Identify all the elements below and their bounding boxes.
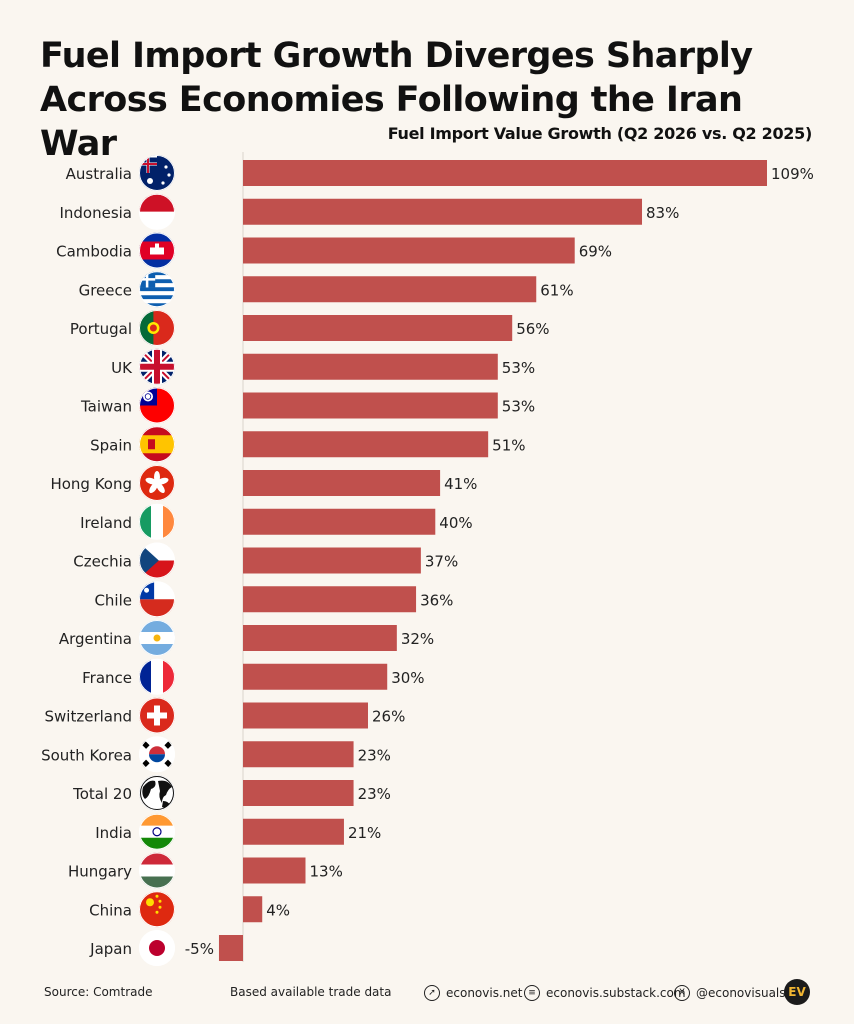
bar-czechia [243, 547, 421, 574]
value-label-portugal: 56% [516, 320, 549, 338]
bar-portugal [243, 315, 513, 341]
category-label-india: India [95, 824, 132, 842]
website-link[interactable]: ➚ econovis.net [424, 985, 522, 1001]
bar-argentina [243, 625, 397, 651]
south-korea-flag [139, 736, 175, 773]
category-label-switzerland: Switzerland [45, 708, 133, 726]
indonesia-flag [139, 193, 175, 230]
value-label-japan: -5% [185, 940, 214, 958]
category-label-indonesia: Indonesia [59, 204, 132, 222]
value-label-czechia: 37% [425, 553, 458, 571]
taiwan-flag [139, 387, 175, 424]
globe-icon [139, 775, 175, 811]
bar-chile [243, 586, 417, 613]
category-label-greece: Greece [79, 281, 132, 299]
x-icon: X [674, 985, 690, 1001]
bar-india [243, 818, 344, 845]
bar-hong-kong [243, 470, 441, 496]
category-label-uk: UK [111, 359, 133, 377]
cambodia-flag [139, 232, 175, 269]
category-label-south-korea: South Korea [41, 746, 132, 764]
value-label-chile: 36% [420, 591, 453, 609]
value-label-france: 30% [391, 669, 424, 687]
value-label-switzerland: 26% [372, 708, 405, 726]
ireland-flag [139, 503, 175, 540]
bar-japan [218, 935, 243, 961]
value-label-ireland: 40% [439, 514, 472, 532]
chile-flag [139, 581, 175, 618]
social-link[interactable]: X @econovisuals [674, 985, 786, 1001]
bar-france [243, 663, 388, 690]
bar-china [243, 896, 263, 923]
value-label-uk: 53% [502, 359, 535, 377]
footer: Source: Comtrade Based available trade d… [0, 975, 854, 1011]
newsletter-icon: ≡ [524, 985, 540, 1001]
value-label-spain: 51% [492, 436, 525, 454]
value-label-hong-kong: 41% [444, 475, 477, 493]
value-label-argentina: 32% [401, 630, 434, 648]
greece-flag [139, 271, 175, 308]
econovis-logo: EV [784, 979, 810, 1005]
bar-australia [243, 160, 767, 186]
china-flag [139, 891, 175, 928]
substack-link[interactable]: ≡ econovis.substack.com [524, 985, 686, 1001]
bar-taiwan [243, 392, 498, 419]
czechia-flag [139, 542, 175, 579]
australia-flag [139, 155, 175, 191]
category-label-chile: Chile [94, 591, 132, 609]
bar-total-20 [243, 780, 354, 806]
chart-subtitle: Fuel Import Value Growth (Q2 2026 vs. Q2… [387, 124, 813, 143]
bar-ireland [243, 508, 436, 535]
value-label-indonesia: 83% [646, 204, 679, 222]
argentina-flag [139, 620, 175, 656]
value-label-total-20: 23% [358, 785, 391, 803]
hungary-flag [139, 852, 175, 889]
category-label-hungary: Hungary [68, 863, 132, 881]
value-label-china: 4% [266, 901, 290, 919]
category-label-china: China [89, 901, 132, 919]
category-label-taiwan: Taiwan [80, 398, 132, 416]
value-label-greece: 61% [540, 281, 573, 299]
hong-kong-flag [139, 465, 175, 501]
category-label-japan: Japan [89, 940, 132, 958]
category-label-ireland: Ireland [80, 514, 132, 532]
bar-south-korea [243, 741, 354, 768]
uk-flag [139, 348, 175, 385]
source-note: Source: Comtrade [44, 985, 153, 999]
switzerland-flag [139, 697, 175, 734]
value-label-south-korea: 23% [358, 746, 391, 764]
data-note: Based available trade data [230, 985, 392, 999]
value-label-india: 21% [348, 824, 381, 842]
spain-flag [139, 426, 175, 463]
bar-greece [243, 276, 537, 303]
value-label-hungary: 13% [309, 863, 342, 881]
bar-chart: Australia 109% Indonesia 83% Cambodia 69% Gree… [41, 152, 814, 966]
category-label-france: France [82, 669, 132, 687]
india-flag [139, 813, 175, 850]
category-label-cambodia: Cambodia [56, 243, 132, 261]
bar-uk [243, 353, 498, 380]
bar-cambodia [243, 237, 575, 264]
japan-flag [139, 930, 175, 966]
category-label-argentina: Argentina [59, 630, 132, 648]
value-label-taiwan: 53% [502, 398, 535, 416]
category-label-czechia: Czechia [73, 553, 132, 571]
value-label-cambodia: 69% [579, 243, 612, 261]
category-label-total-20: Total 20 [72, 785, 132, 803]
portugal-flag [139, 310, 175, 346]
category-label-australia: Australia [66, 165, 132, 183]
value-label-australia: 109% [771, 165, 814, 183]
bar-spain [243, 431, 489, 458]
category-label-hong-kong: Hong Kong [50, 475, 132, 493]
bar-hungary [243, 857, 306, 884]
category-label-spain: Spain [90, 436, 132, 454]
bar-indonesia [243, 198, 643, 225]
cursor-icon: ➚ [424, 985, 440, 1001]
bar-switzerland [243, 702, 368, 729]
category-label-portugal: Portugal [70, 320, 132, 338]
france-flag [139, 658, 175, 695]
chart-title: Fuel Import Growth Diverges Sharply Acro… [40, 36, 753, 164]
